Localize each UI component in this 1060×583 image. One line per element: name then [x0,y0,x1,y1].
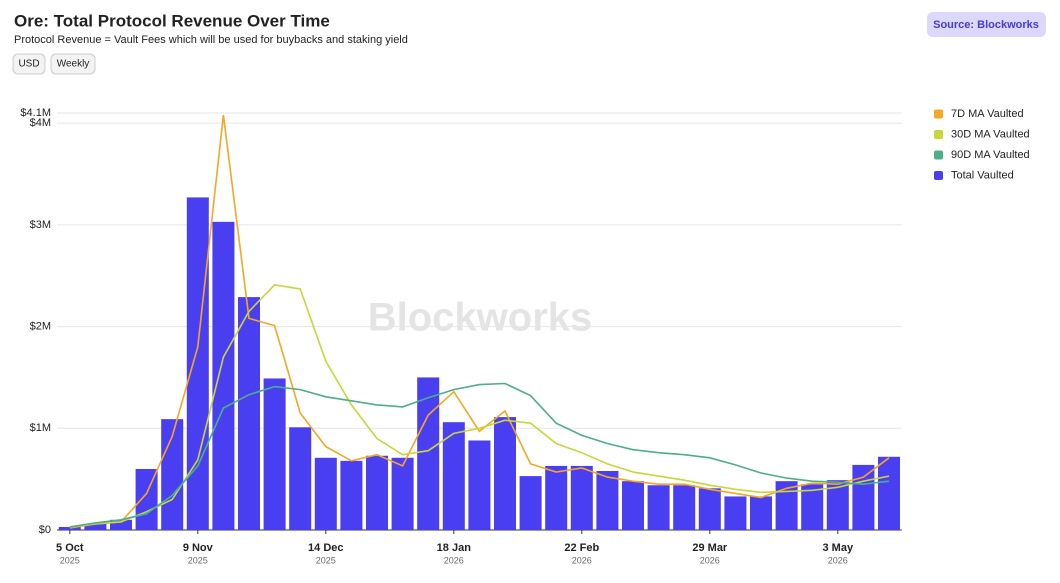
x-tick-sublabel: 2026 [828,555,848,565]
legend-label: Total Vaulted [951,169,1014,181]
bar [365,455,389,530]
y-tick-label: $4M [30,117,51,129]
legend-swatch [934,171,943,180]
watermark: Blockworks [368,296,593,340]
y-tick-label: $4.1M [20,107,51,119]
bar [493,417,517,530]
bar [58,526,81,530]
bar [109,519,133,530]
bar [877,456,901,530]
button-label[interactable]: USD [18,59,39,70]
x-tick-sublabel: 2025 [188,555,208,565]
bar [596,471,619,530]
bar [570,465,593,530]
chart-subtitle: Protocol Revenue = Vault Fees which will… [14,34,408,46]
legend-swatch [934,130,943,139]
bar [84,523,107,530]
x-tick-sublabel: 2025 [316,555,336,565]
legend-label: 90D MA Vaulted [951,149,1030,161]
bar [391,457,414,530]
x-tick-label: 3 May [823,542,854,554]
x-tick-sublabel: 2026 [572,555,592,565]
x-tick-label: 14 Dec [308,542,343,554]
button[interactable] [50,53,96,75]
line [69,382,890,528]
line [69,284,890,528]
y-tick-label: $0 [39,524,51,536]
x-tick-label: 29 Mar [692,542,728,554]
bar [647,485,670,530]
bar [775,481,798,530]
bar [545,465,568,530]
legend-label: 7D MA Vaulted [951,108,1024,120]
legend-swatch [934,150,943,160]
button[interactable] [12,53,46,75]
x-tick-sublabel: 2025 [60,555,80,565]
bar [212,221,235,530]
line [69,114,890,529]
y-tick-label: $2M [30,320,51,332]
bar [468,440,491,530]
bar [519,476,542,530]
bar [186,197,209,531]
bar [749,496,773,530]
chart-title: Ore: Total Protocol Revenue Over Time [14,11,330,30]
bar [314,457,337,530]
legend-swatch [934,109,943,119]
bar [263,378,286,530]
button-label[interactable]: Weekly [57,59,90,70]
y-tick-label: $1M [30,422,51,434]
source-badge[interactable] [927,12,1046,37]
bar [237,297,261,530]
x-tick-sublabel: 2026 [444,555,464,565]
bar [826,480,849,530]
bar [724,496,747,530]
bar [698,488,721,530]
bar [340,460,363,530]
x-tick-label: 5 Oct [56,542,84,554]
y-tick-label: $3M [30,219,51,231]
x-tick-label: 22 Feb [564,542,599,554]
bar [417,377,440,530]
x-tick-label: 18 Jan [437,542,472,554]
bar [801,484,824,530]
bar [673,485,696,530]
x-tick-sublabel: 2026 [700,555,720,565]
x-tick-label: 9 Nov [183,542,214,554]
source-label[interactable]: Source: Blockworks [933,19,1039,31]
bar [442,422,465,530]
legend-label: 30D MA Vaulted [951,128,1030,140]
bar [289,427,312,530]
bar [852,464,875,530]
bar [621,481,645,530]
